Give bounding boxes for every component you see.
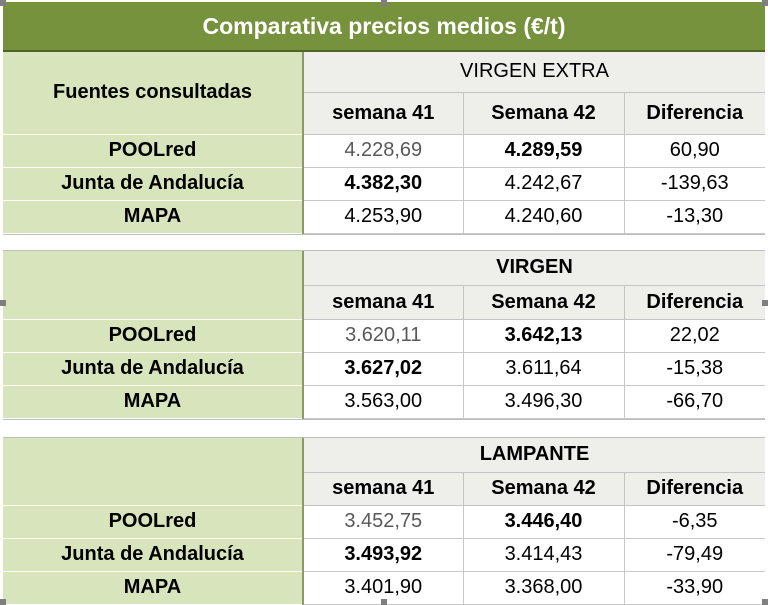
cell-week-41: 3.620,11 <box>303 319 464 353</box>
table-row: Junta de Andalucía 3.627,02 3.611,64 -15… <box>3 352 766 386</box>
table-row: POOLred 3.452,75 3.446,40 -6,35 <box>3 505 765 539</box>
sources-header-blank <box>3 251 304 320</box>
row-source: Junta de Andalucía <box>3 538 304 572</box>
cell-difference: -15,38 <box>624 352 766 386</box>
table-row: POOLred 3.620,11 3.642,13 22,02 <box>3 319 766 353</box>
cell-week-41: 4.228,69 <box>303 134 464 168</box>
column-week-42: Semana 42 <box>463 472 625 506</box>
resize-handle-right[interactable] <box>762 300 768 306</box>
row-source: MAPA <box>3 200 304 234</box>
resize-handle-left[interactable] <box>0 300 6 306</box>
resize-handle-top-right[interactable] <box>762 0 768 6</box>
cell-week-41: 3.627,02 <box>303 352 464 386</box>
cell-week-41: 3.401,90 <box>303 571 464 605</box>
cell-week-42: 3.368,00 <box>463 571 625 605</box>
row-source: Junta de Andalucía <box>3 167 304 201</box>
section-lampante: LAMPANTE semana 41 Semana 42 Diferencia … <box>3 438 765 605</box>
section-divider <box>3 419 765 438</box>
cell-difference: -79,49 <box>624 538 765 572</box>
row-source: MAPA <box>3 571 304 605</box>
column-week-41: semana 41 <box>303 92 464 135</box>
row-source: MAPA <box>3 385 304 419</box>
cell-difference: 22,02 <box>624 319 766 353</box>
cell-difference: -139,63 <box>624 167 766 201</box>
table-row: MAPA 3.401,90 3.368,00 -33,90 <box>3 571 765 605</box>
cell-week-42: 4.240,60 <box>463 200 625 234</box>
section-divider <box>3 234 765 251</box>
row-source: POOLred <box>3 134 304 168</box>
resize-handle-bottom-left[interactable] <box>0 599 6 605</box>
row-source: POOLred <box>3 505 304 539</box>
column-difference: Diferencia <box>624 92 766 135</box>
cell-week-42: 3.446,40 <box>463 505 625 539</box>
cell-week-42: 3.642,13 <box>463 319 625 353</box>
table-row: POOLred 4.228,69 4.289,59 60,90 <box>3 134 766 168</box>
table-title: Comparativa precios medios (€/t) <box>3 2 765 52</box>
table-row: Junta de Andalucía 4.382,30 4.242,67 -13… <box>3 167 766 201</box>
cell-week-41: 3.563,00 <box>303 385 464 419</box>
category-label: LAMPANTE <box>303 438 765 473</box>
resize-handle-bottom[interactable] <box>381 599 387 605</box>
column-week-42: Semana 42 <box>463 92 625 135</box>
row-source: POOLred <box>3 319 304 353</box>
cell-week-42: 3.414,43 <box>463 538 625 572</box>
cell-week-41: 4.382,30 <box>303 167 464 201</box>
cell-difference: 60,90 <box>624 134 766 168</box>
price-comparison-table: Comparativa precios medios (€/t) Fuentes… <box>3 2 766 605</box>
sources-header: Fuentes consultadas <box>3 52 304 135</box>
cell-difference: -33,90 <box>624 571 765 605</box>
table-row: MAPA 3.563,00 3.496,30 -66,70 <box>3 385 766 419</box>
column-difference: Diferencia <box>624 285 766 320</box>
cell-week-42: 4.242,67 <box>463 167 625 201</box>
resize-handle-top-left[interactable] <box>0 0 6 6</box>
resize-handle-bottom-right[interactable] <box>762 599 768 605</box>
cell-week-42: 4.289,59 <box>463 134 625 168</box>
cell-week-42: 3.611,64 <box>463 352 625 386</box>
cell-week-41: 3.493,92 <box>303 538 464 572</box>
column-week-41: semana 41 <box>303 472 464 506</box>
column-week-41: semana 41 <box>303 285 464 320</box>
column-difference: Diferencia <box>624 472 765 506</box>
category-label: VIRGEN EXTRA <box>303 52 766 93</box>
cell-difference: -66,70 <box>624 385 766 419</box>
sources-header-blank <box>3 438 304 506</box>
cell-difference: -6,35 <box>624 505 765 539</box>
section-virgen: VIRGEN semana 41 Semana 42 Diferencia PO… <box>3 251 766 419</box>
column-week-42: Semana 42 <box>463 285 625 320</box>
resize-handle-top[interactable] <box>381 0 387 6</box>
cell-difference: -13,30 <box>624 200 766 234</box>
table-row: MAPA 4.253,90 4.240,60 -13,30 <box>3 200 766 234</box>
cell-week-41: 3.452,75 <box>303 505 464 539</box>
cell-week-42: 3.496,30 <box>463 385 625 419</box>
category-label: VIRGEN <box>303 251 766 286</box>
table-row: Junta de Andalucía 3.493,92 3.414,43 -79… <box>3 538 765 572</box>
cell-week-41: 4.253,90 <box>303 200 464 234</box>
section-virgen-extra: Fuentes consultadas VIRGEN EXTRA semana … <box>3 52 766 234</box>
row-source: Junta de Andalucía <box>3 352 304 386</box>
